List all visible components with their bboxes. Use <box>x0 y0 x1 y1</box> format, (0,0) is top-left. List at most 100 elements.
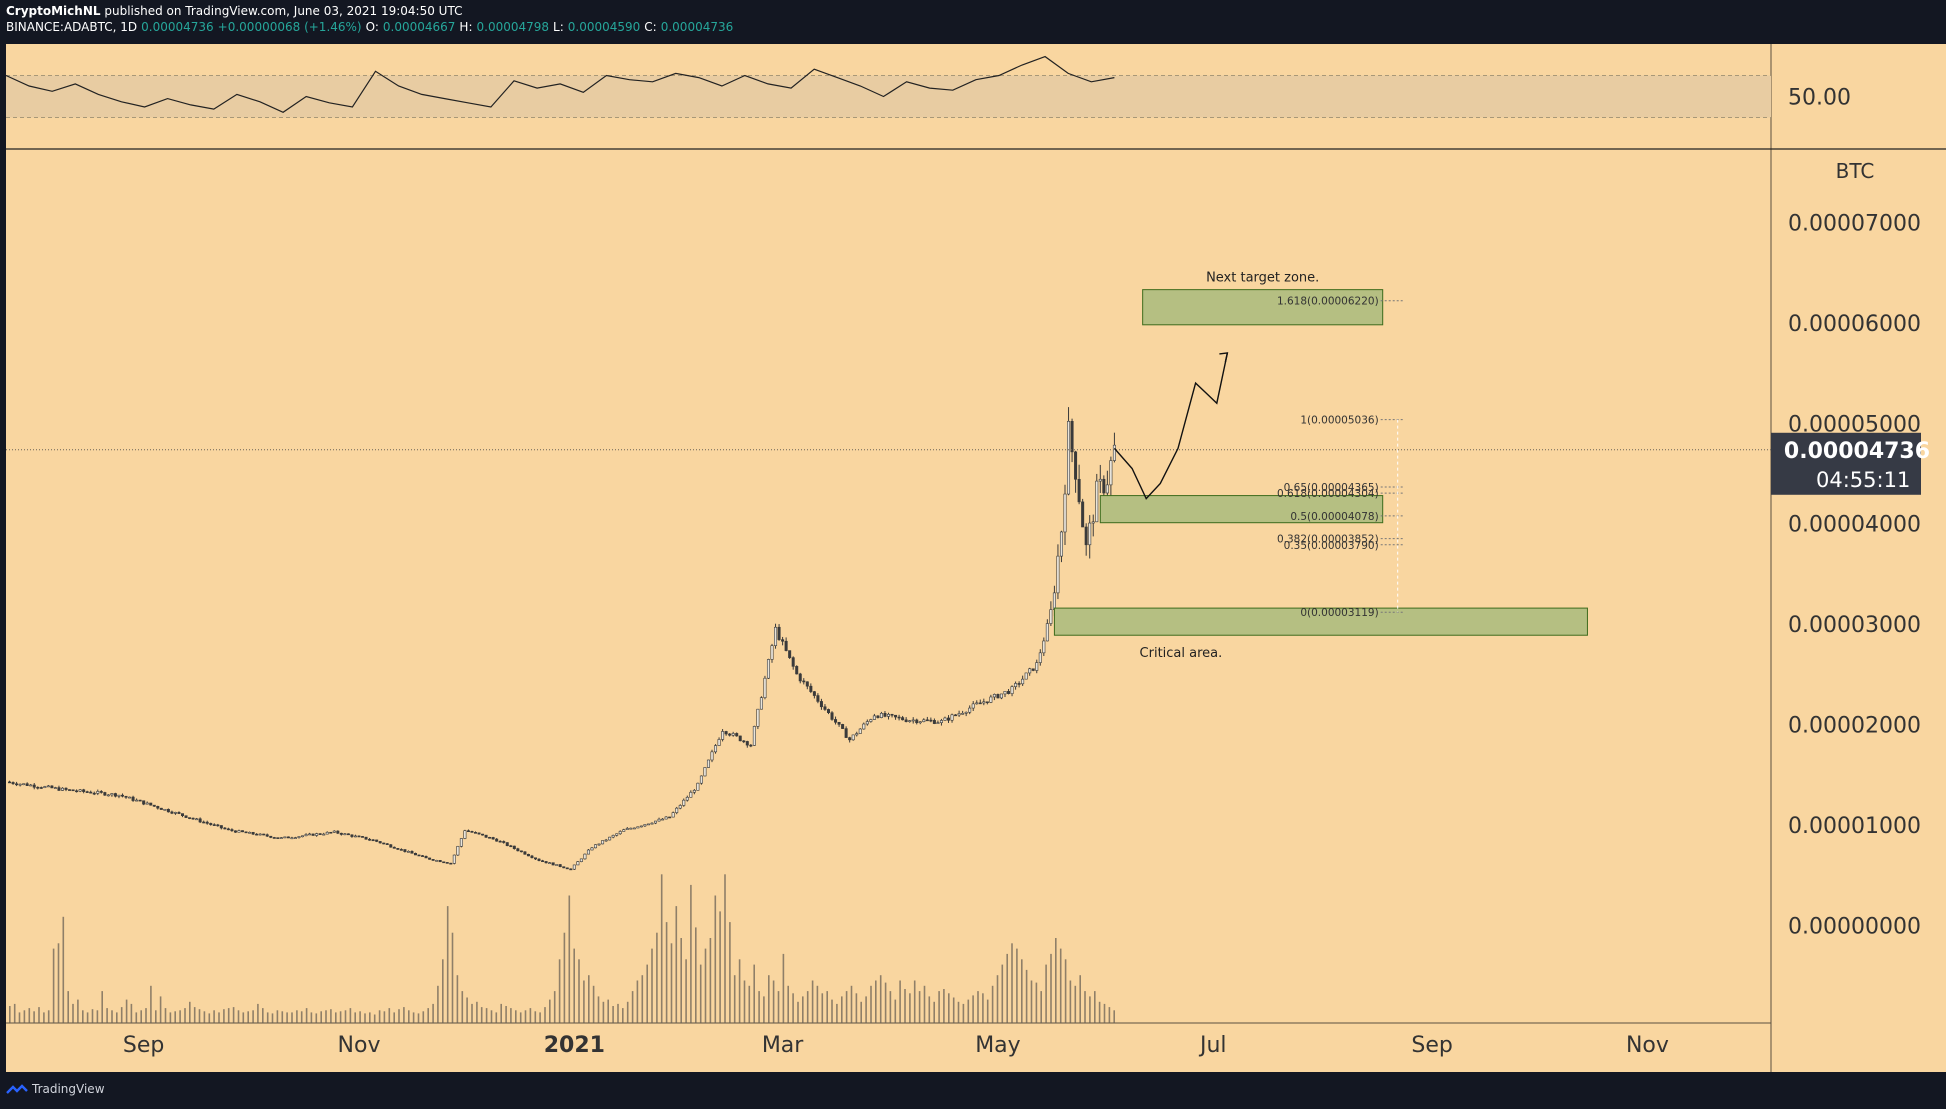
candle <box>601 840 605 845</box>
volume-bar <box>471 1003 473 1023</box>
candle <box>661 818 665 821</box>
volume-bar <box>291 1012 293 1023</box>
volume-bar <box>18 1012 21 1023</box>
volume-bar <box>821 993 824 1023</box>
candle <box>403 849 407 852</box>
volume-bar <box>738 959 741 1024</box>
candle <box>159 807 163 810</box>
candle <box>495 838 499 842</box>
candle <box>798 673 802 682</box>
candle <box>1102 478 1106 494</box>
volume-bar <box>1089 996 1091 1023</box>
volume-bar <box>602 1001 605 1024</box>
candle <box>932 720 936 724</box>
volume-bar <box>704 948 707 1023</box>
volume-bar <box>1098 1001 1101 1024</box>
volume-bar <box>870 985 872 1023</box>
candle <box>594 844 598 849</box>
candle <box>562 866 566 869</box>
fib-level-label: 1(0.00005036) <box>1300 415 1378 427</box>
volume-bar <box>792 993 794 1023</box>
volume-bar <box>106 1008 108 1023</box>
volume-bar <box>1045 964 1047 1023</box>
volume-bar <box>802 996 804 1023</box>
candle <box>188 817 192 819</box>
candle <box>618 831 622 835</box>
candle <box>579 858 583 862</box>
volume-bar <box>865 996 867 1023</box>
fib-level-label: 0.35(0.00003790) <box>1284 540 1379 552</box>
tradingview-logo-icon[interactable] <box>6 1082 28 1096</box>
open-value: 0.00004667 <box>382 20 456 34</box>
candle <box>452 854 456 864</box>
candle <box>68 789 72 791</box>
volume-bar <box>208 1013 211 1023</box>
candle <box>96 791 100 794</box>
candle <box>883 712 887 717</box>
volume-bar <box>130 1003 133 1023</box>
low-value: 0.00004590 <box>567 20 641 34</box>
candle <box>999 693 1003 699</box>
volume-bar <box>86 1012 89 1023</box>
volume-bar <box>150 985 152 1023</box>
candle <box>1017 683 1021 685</box>
candle <box>1105 484 1109 494</box>
volume-bar <box>155 1010 157 1024</box>
candle <box>8 781 12 784</box>
volume-bar <box>607 999 609 1023</box>
candle <box>491 837 495 840</box>
volume-bar <box>1030 980 1033 1023</box>
candle <box>675 807 679 813</box>
candle <box>841 724 845 729</box>
candle <box>738 735 742 742</box>
volume-bar <box>145 1008 147 1023</box>
candle <box>643 824 647 827</box>
fib-level-label: 1.618(0.00006220) <box>1277 296 1379 308</box>
volume-bar <box>763 996 765 1023</box>
candle <box>198 818 202 823</box>
volume-bar <box>884 982 887 1023</box>
candle <box>731 733 735 736</box>
volume-bar <box>631 991 634 1023</box>
candle <box>332 830 336 833</box>
candle <box>170 811 174 814</box>
candle <box>671 812 675 818</box>
volume-bar <box>1059 948 1062 1023</box>
candle <box>283 836 287 839</box>
volume-bar <box>159 996 162 1023</box>
candle <box>1074 451 1078 480</box>
candle <box>339 832 343 835</box>
candle <box>272 837 276 839</box>
candle <box>978 702 982 705</box>
volume-bar <box>408 1010 410 1024</box>
tradingview-brand[interactable]: TradingView <box>32 1082 105 1096</box>
volume-bar <box>972 995 974 1023</box>
volume-bar <box>354 1012 356 1023</box>
rsi-line <box>5 55 1115 113</box>
candle <box>297 836 301 838</box>
volume-bar <box>461 991 464 1023</box>
candle <box>894 714 898 718</box>
candle <box>142 800 146 805</box>
symbol-label[interactable]: BINANCE:ADABTC, 1D <box>6 20 138 34</box>
candle <box>537 858 541 861</box>
candle <box>646 823 650 826</box>
candle <box>315 833 319 836</box>
candle <box>18 783 22 786</box>
candle <box>639 825 643 828</box>
volume-bar <box>422 1011 425 1023</box>
candle <box>368 838 372 841</box>
candle <box>530 855 534 859</box>
volume-bar <box>446 906 449 1023</box>
candle <box>46 785 50 788</box>
volume-bar <box>451 932 454 1023</box>
candle <box>526 853 530 857</box>
time-axis-background <box>6 1023 1771 1072</box>
y-tick-label: 0.00001000 <box>1788 814 1921 839</box>
candle <box>766 659 770 679</box>
candle <box>308 833 312 836</box>
candle <box>791 657 795 667</box>
volume-bar <box>612 1006 614 1023</box>
publisher-name[interactable]: CryptoMichNL <box>6 4 101 18</box>
